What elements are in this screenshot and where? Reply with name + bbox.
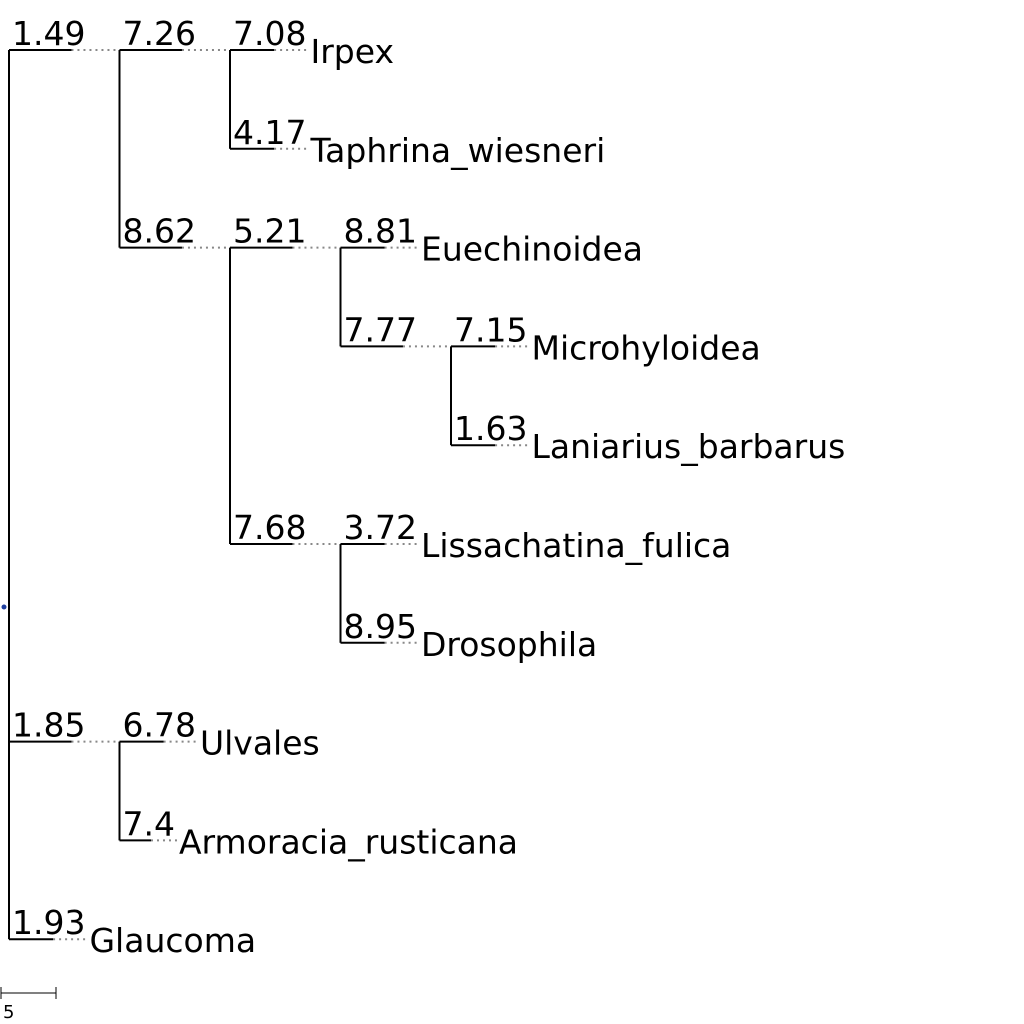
- leaf-taphrina-wiesneri: Taphrina_wiesneri: [309, 131, 605, 170]
- branch-labels: 1.49 7.26 7.08 4.17 8.62 5.21 8.81 7.77 7.15 1.63…: [12, 14, 527, 942]
- branch-label-0-1-0-0: 8.81: [344, 212, 417, 251]
- branch-label-0-1-1-1: 8.95: [344, 607, 417, 646]
- branch-label-0-1-1-0: 3.72: [344, 508, 417, 547]
- branch-label-0-1-0-1-1: 1.63: [454, 409, 527, 448]
- branch-label-0-1-0-1-0: 7.15: [454, 310, 527, 349]
- branch-label-0-1-1: 7.68: [233, 508, 306, 547]
- branch-label-1: 1.85: [12, 706, 85, 745]
- leaf-microhyloidea: Microhyloidea: [531, 328, 760, 367]
- root-marker: [1, 604, 7, 610]
- leaf-ulvales: Ulvales: [200, 724, 320, 763]
- branch-label-0-1-0-1: 7.77: [344, 310, 417, 349]
- scale-bar: 5: [0, 987, 57, 1023]
- branch-label-0-0-1: 4.17: [233, 113, 306, 152]
- scale-bar-label: 5: [3, 1002, 14, 1023]
- leaf-lissachatina-fulica: Lissachatina_fulica: [421, 526, 731, 565]
- tree-branches: [8, 49, 496, 941]
- leaf-laniarius-barbarus: Laniarius_barbarus: [531, 427, 845, 466]
- branch-label-0: 1.49: [12, 14, 85, 53]
- branch-label-1-0: 6.78: [123, 706, 196, 745]
- leaf-euechinoidea: Euechinoidea: [421, 230, 643, 269]
- branch-label-1-1: 7.4: [123, 804, 175, 843]
- leaf-glaucoma: Glaucoma: [89, 921, 256, 960]
- branch-label-2: 1.93: [12, 903, 85, 942]
- leaf-drosophila: Drosophila: [421, 625, 597, 664]
- branch-label-0-0-0: 7.08: [233, 14, 306, 53]
- leaf-armoracia-rusticana: Armoracia_rusticana: [179, 822, 518, 861]
- leaf-irpex: Irpex: [310, 32, 394, 71]
- leaf-labels: Irpex Taphrina_wiesneri Euechinoidea Microh…: [89, 32, 845, 960]
- guide-lines: [53, 49, 530, 941]
- branch-label-0-0: 7.26: [123, 14, 196, 53]
- branch-label-0-1-0: 5.21: [233, 212, 306, 251]
- branch-label-0-1: 8.62: [123, 212, 196, 251]
